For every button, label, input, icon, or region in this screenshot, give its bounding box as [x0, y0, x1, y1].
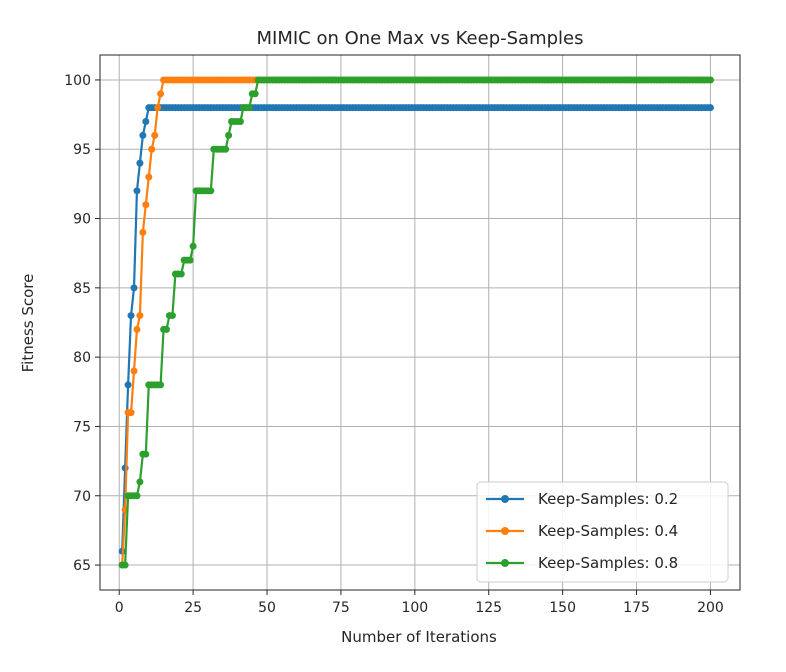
data-point: [133, 492, 141, 500]
legend-label: Keep-Samples: 0.8: [538, 554, 678, 572]
plot-series: [118, 76, 714, 569]
y-tick-label: 95: [73, 142, 91, 158]
legend-marker: [501, 559, 509, 567]
data-point: [245, 104, 253, 112]
x-tick-label: 125: [475, 600, 502, 616]
data-point: [154, 104, 162, 112]
y-tick-label: 75: [73, 419, 91, 435]
y-tick-label: 100: [64, 73, 91, 89]
data-point: [207, 187, 215, 195]
y-tick-label: 80: [73, 350, 91, 366]
y-tick-label: 85: [73, 281, 91, 297]
data-point: [130, 284, 138, 292]
data-point: [157, 381, 165, 389]
y-tick-label: 70: [73, 489, 91, 505]
data-point: [251, 90, 259, 98]
data-point: [139, 131, 147, 139]
legend: Keep-Samples: 0.2 Keep-Samples: 0.4 Keep-S…: [476, 481, 729, 583]
data-point: [142, 118, 150, 126]
plot-frame: [99, 54, 741, 591]
series-3: [118, 76, 714, 569]
x-tick-label: 175: [623, 600, 650, 616]
legend-label: Keep-Samples: 0.4: [538, 522, 678, 540]
data-point: [222, 145, 230, 153]
data-point: [168, 312, 176, 320]
data-point: [124, 381, 132, 389]
data-point: [145, 173, 153, 181]
data-point: [121, 464, 129, 472]
data-point: [142, 450, 150, 458]
x-tick-label: 0: [115, 600, 124, 616]
data-point: [136, 159, 144, 167]
data-point: [130, 367, 138, 375]
data-point: [706, 104, 714, 112]
data-point: [136, 478, 144, 486]
legend-marker: [501, 495, 509, 503]
x-axis-ticks: 0 25 50 75 100 125 150 175 200: [115, 590, 724, 616]
series-1: [118, 104, 714, 555]
x-tick-label: 200: [697, 600, 724, 616]
y-tick-label: 90: [73, 212, 91, 228]
x-tick-label: 25: [184, 600, 202, 616]
chart-title: MIMIC on One Max vs Keep-Samples: [256, 28, 583, 49]
data-point: [139, 228, 147, 236]
data-point: [151, 131, 159, 139]
data-point: [186, 256, 194, 264]
data-point: [177, 270, 185, 278]
data-point: [148, 145, 156, 153]
x-tick-label: 150: [549, 600, 576, 616]
data-point: [121, 561, 129, 569]
x-tick-label: 75: [332, 600, 350, 616]
legend-label: Keep-Samples: 0.2: [538, 490, 678, 508]
x-axis-label: Number of Iterations: [341, 628, 497, 646]
y-axis-label: Fitness Score: [19, 274, 37, 373]
data-point: [163, 325, 171, 333]
legend-marker: [501, 527, 509, 535]
data-point: [225, 131, 233, 139]
legend-box: [476, 481, 729, 583]
x-tick-label: 100: [401, 600, 428, 616]
data-point: [127, 312, 135, 320]
data-point: [157, 90, 165, 98]
data-point: [706, 76, 714, 84]
data-point: [142, 201, 150, 209]
data-point: [133, 187, 141, 195]
data-point: [133, 325, 141, 333]
data-point: [127, 409, 135, 417]
data-point: [189, 242, 197, 250]
x-tick-label: 50: [258, 600, 276, 616]
y-tick-label: 65: [73, 558, 91, 574]
data-point: [136, 312, 144, 320]
y-axis-ticks: 65 70 75 80 85 90 95 100: [64, 73, 100, 574]
data-point: [236, 118, 244, 126]
